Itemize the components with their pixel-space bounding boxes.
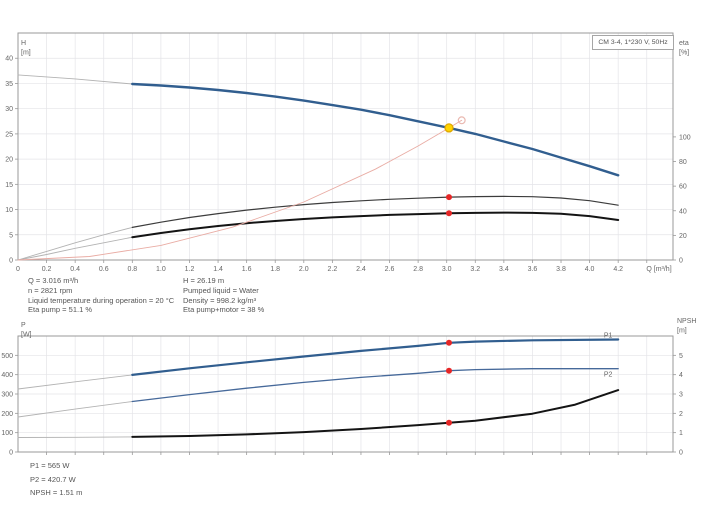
p1-point xyxy=(446,339,452,346)
x-tick-label: 2.8 xyxy=(413,266,423,273)
x-tick-label: 3.0 xyxy=(442,266,452,273)
x-tick-label: 1.2 xyxy=(185,266,195,273)
left-tick-label: 0 xyxy=(9,450,13,457)
eta-pump-ext xyxy=(17,226,133,261)
left-tick-label: 35 xyxy=(5,81,13,88)
x-tick-label: 4.2 xyxy=(613,266,623,273)
eta-pump-motor-point xyxy=(446,210,452,217)
x-tick-label: 1.6 xyxy=(242,266,252,273)
right-axis-title: [m] xyxy=(677,328,687,335)
left-tick-label: 40 xyxy=(5,56,13,63)
left-tick-label: 30 xyxy=(5,106,13,113)
right-tick-label: 3 xyxy=(679,392,683,399)
left-tick-label: 500 xyxy=(1,353,13,360)
x-tick-label: 0 xyxy=(16,266,20,273)
npsh-curve xyxy=(131,389,620,438)
eta-pump-curve xyxy=(131,195,619,228)
right-axis-title: [%] xyxy=(679,50,689,57)
x-axis-title: Q [m³/h] xyxy=(646,266,671,273)
info-line: Density = 998.2 kg/m³ xyxy=(183,295,257,305)
operating-data-left: Q = 3.016 m³/h n = 2821 rpm Liquid tempera… xyxy=(28,276,174,315)
info-line: Eta pump = 51.1 % xyxy=(28,305,92,315)
x-tick-label: 2.6 xyxy=(385,266,395,273)
x-tick-label: 3.6 xyxy=(528,266,538,273)
right-tick-label: 40 xyxy=(679,208,687,215)
p2-curve xyxy=(131,368,619,403)
left-tick-label: 15 xyxy=(5,182,13,189)
spec-point[interactable] xyxy=(457,116,466,125)
pump-curve-ext xyxy=(17,74,133,85)
info-line: Pumped liquid = Water xyxy=(183,285,259,295)
left-tick-label: 200 xyxy=(1,411,13,418)
duty-point[interactable] xyxy=(444,123,454,133)
right-tick-label: 4 xyxy=(679,372,683,379)
info-line: P1 = 565 W xyxy=(30,461,70,470)
left-tick-label: 20 xyxy=(5,157,13,164)
info-line: Eta pump+motor = 38 % xyxy=(183,305,265,315)
info-line: n = 2821 rpm xyxy=(28,285,73,295)
p1-curve-label: P1 xyxy=(604,332,613,339)
x-tick-label: 0.6 xyxy=(99,266,109,273)
eta-pump-motor-curve xyxy=(131,211,620,239)
left-tick-label: 300 xyxy=(1,392,13,399)
x-tick-label: 0.8 xyxy=(127,266,137,273)
left-axis-title: H xyxy=(21,40,26,47)
left-tick-label: 25 xyxy=(5,131,13,138)
left-tick-label: 5 xyxy=(9,232,13,239)
x-tick-label: 2.2 xyxy=(328,266,338,273)
eta-pump-motor-ext xyxy=(17,236,133,261)
left-tick-label: 10 xyxy=(5,207,13,214)
operating-data-right: H = 26.19 m Pumped liquid = Water Density … xyxy=(183,276,264,315)
left-axis-title: [m] xyxy=(21,50,31,57)
x-tick-label: 1.4 xyxy=(213,266,223,273)
right-tick-label: 20 xyxy=(679,233,687,240)
p2-point xyxy=(446,367,452,374)
x-tick-label: 2.0 xyxy=(299,266,309,273)
right-tick-label: 2 xyxy=(679,411,683,418)
left-axis-title: [W] xyxy=(21,332,32,339)
info-line: Liquid temperature during operation = 20… xyxy=(28,295,175,305)
right-tick-label: 100 xyxy=(679,134,691,141)
x-tick-label: 0.4 xyxy=(70,266,80,273)
right-axis-title: NPSH xyxy=(677,318,696,325)
x-tick-label: 1.0 xyxy=(156,266,166,273)
p2-ext xyxy=(17,401,133,418)
left-tick-label: 0 xyxy=(9,258,13,265)
chart-frame xyxy=(17,335,674,453)
x-tick-label: 2.4 xyxy=(356,266,366,273)
left-tick-label: 100 xyxy=(1,430,13,437)
x-tick-label: 3.2 xyxy=(470,266,480,273)
info-line: Q = 3.016 m³/h xyxy=(28,276,79,285)
right-tick-label: 0 xyxy=(679,258,683,265)
x-tick-label: 0.2 xyxy=(42,266,52,273)
x-tick-label: 4.0 xyxy=(585,266,595,273)
right-tick-label: 0 xyxy=(679,450,683,457)
info-line: P2 = 420.7 W xyxy=(30,474,76,484)
pump-model-box: CM 3-4, 1*230 V, 50Hz xyxy=(592,35,674,50)
right-axis-title: eta xyxy=(679,40,689,47)
npsh-point xyxy=(446,419,452,426)
pump-curve xyxy=(131,82,620,177)
left-axis-title: P xyxy=(21,322,26,329)
right-tick-label: 1 xyxy=(679,430,683,437)
system-curve xyxy=(17,119,463,261)
power-npsh-data: P1 = 565 W P2 = 420.7 W NPSH = 1.51 m xyxy=(30,459,82,500)
eta-pump-point xyxy=(446,194,452,201)
right-tick-label: 60 xyxy=(679,184,687,191)
left-tick-label: 400 xyxy=(1,372,13,379)
info-line: H = 26.19 m xyxy=(183,276,225,285)
x-tick-label: 3.8 xyxy=(556,266,566,273)
x-tick-label: 3.4 xyxy=(499,266,509,273)
p1-curve xyxy=(131,338,620,376)
right-tick-label: 5 xyxy=(679,353,683,360)
p2-curve-label: P2 xyxy=(604,372,613,379)
info-line: NPSH = 1.51 m xyxy=(30,488,83,497)
npsh-ext xyxy=(17,436,133,438)
p1-ext xyxy=(17,374,133,390)
right-tick-label: 80 xyxy=(679,159,687,166)
chart-frame xyxy=(17,32,674,261)
x-tick-label: 1.8 xyxy=(270,266,280,273)
